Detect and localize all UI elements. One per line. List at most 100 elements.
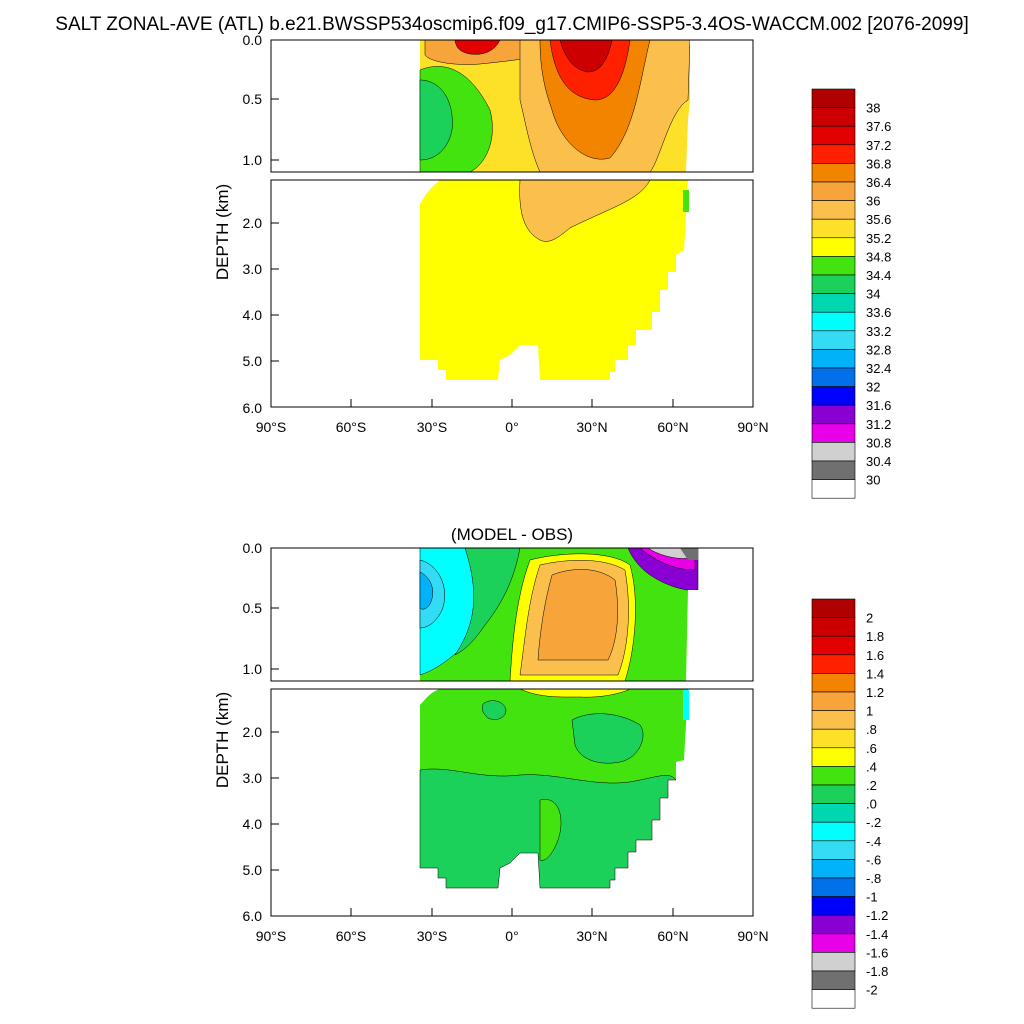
salt-lower-gold-tongue <box>519 179 651 242</box>
y-tick-label: 4.0 <box>243 307 263 323</box>
colorbar-label: -.6 <box>866 852 881 867</box>
colorbar-label: 37.2 <box>866 138 891 153</box>
x-tick-label: 90°S <box>256 928 287 944</box>
salt-upper-frame <box>270 39 754 173</box>
colorbar-swatch <box>811 163 856 183</box>
y-tick-label: 0.5 <box>243 600 263 616</box>
colorbar-label: .2 <box>866 778 877 793</box>
salt-lower-green-patch <box>683 190 689 212</box>
colorbar-swatch <box>811 784 856 804</box>
diff-upper-land <box>686 590 700 681</box>
x-tick-label: 30°S <box>417 928 448 944</box>
x-tick-label: 60°S <box>336 928 367 944</box>
colorbar-label: 1 <box>866 704 873 719</box>
salt-upper-darkred-west <box>454 39 501 55</box>
colorbar-swatch <box>811 914 856 935</box>
salt-panel: 0.0 0.5 1.0 2.0 3.0 4.0 5.0 6.0 90°S 60°… <box>213 32 891 499</box>
y-tick-label: 0.0 <box>243 32 263 48</box>
diff-lower-cyan-edge <box>683 690 689 720</box>
colorbar-label: 35.2 <box>866 231 891 246</box>
y-tick-label: 4.0 <box>243 816 263 832</box>
diff-lower-green-east <box>571 713 644 764</box>
diff-lower-yellow <box>519 688 631 698</box>
salt-x-tick-labels: 90°S 60°S 30°S 0° 30°N 60°N 90°N <box>256 419 769 435</box>
colorbar-label: 1.4 <box>866 666 884 681</box>
salt-lower-base <box>420 180 688 380</box>
colorbar-label: -2 <box>866 983 878 998</box>
colorbar-swatch <box>811 442 856 462</box>
colorbar-swatch <box>811 144 856 164</box>
colorbar-label: -.8 <box>866 871 881 886</box>
colorbar-swatch <box>811 237 856 257</box>
diff-x-tick-labels: 90°S 60°S 30°S 0° 30°N 60°N 90°N <box>256 928 769 944</box>
colorbar-swatch <box>811 989 856 1009</box>
colorbar-swatch <box>811 386 856 406</box>
colorbar-label: -1.2 <box>866 908 888 923</box>
colorbar-swatch <box>811 200 856 220</box>
colorbar-swatch <box>811 311 856 332</box>
colorbar-label: 38 <box>866 101 880 116</box>
y-tick-label: 1.0 <box>243 661 263 677</box>
colorbar-swatch <box>811 349 856 369</box>
colorbar-label: 1.6 <box>866 648 884 663</box>
colorbar-label: -1 <box>866 890 878 905</box>
diff-colorbar: 21.81.61.41.21.8.6.4.2.0-.2-.4-.6-.8-1-1… <box>811 598 888 1009</box>
colorbar-swatch <box>811 654 856 674</box>
colorbar-swatch <box>811 728 856 749</box>
y-tick-label: 2.0 <box>243 215 263 231</box>
colorbar-swatch <box>811 479 856 499</box>
colorbar-label: 34.8 <box>866 249 891 264</box>
colorbar-swatch <box>811 367 856 387</box>
diff-upper-frame <box>270 547 754 682</box>
salt-colorbar: 38 37.6 37.2 36.8 36.4 36 35.6 35.2 34.8 34.4 34 33… <box>811 88 891 499</box>
colorbar-label: 1.2 <box>866 685 884 700</box>
colorbar-label: .8 <box>866 722 877 737</box>
salt-upper-land <box>686 40 699 172</box>
x-tick-label: 30°N <box>576 928 607 944</box>
colorbar-label: 36.4 <box>866 175 891 190</box>
colorbar-label: 33.6 <box>866 305 891 320</box>
diff-y-axis-label: DEPTH (km) <box>213 692 232 788</box>
salt-lower-field <box>420 179 689 380</box>
colorbar-swatch <box>811 107 856 127</box>
colorbar-label: 33.2 <box>866 324 891 339</box>
x-tick-label: 30°N <box>576 419 607 435</box>
colorbar-label: -1.8 <box>866 964 888 979</box>
x-tick-label: 90°N <box>737 928 768 944</box>
colorbar-swatch <box>811 952 856 972</box>
x-tick-label: 90°S <box>256 419 287 435</box>
colorbar-label: 36.8 <box>866 156 891 171</box>
colorbar-swatch <box>811 88 856 108</box>
diff-lower-green-lobe <box>539 799 562 861</box>
colorbar-label: .0 <box>866 797 877 812</box>
colorbar-swatch <box>811 859 856 879</box>
y-tick-label: 0.0 <box>243 540 263 556</box>
y-tick-label: 2.0 <box>243 724 263 740</box>
colorbar-label: 35.6 <box>866 212 891 227</box>
colorbar-swatch <box>811 673 856 693</box>
colorbar-label: 34 <box>866 287 880 302</box>
colorbar-label: 32.8 <box>866 342 891 357</box>
x-tick-label: 90°N <box>737 419 768 435</box>
diff-lower-green-blob <box>481 700 507 720</box>
colorbar-swatch <box>811 877 856 897</box>
colorbar-label: 32.4 <box>866 361 891 376</box>
colorbar-label: 36 <box>866 194 880 209</box>
salt-x-ticks <box>270 399 754 407</box>
colorbar-label: -1.6 <box>866 945 888 960</box>
colorbar-swatch <box>811 710 856 730</box>
colorbar-label: 37.6 <box>866 119 891 134</box>
diff-lower-field <box>419 688 689 889</box>
x-tick-label: 60°S <box>336 419 367 435</box>
x-tick-label: 30°S <box>417 419 448 435</box>
y-tick-label: 5.0 <box>243 862 263 878</box>
colorbar-label: 1.8 <box>866 629 884 644</box>
diff-y-tick-labels: 0.0 0.5 1.0 2.0 3.0 4.0 5.0 6.0 <box>243 540 263 924</box>
colorbar-swatch <box>811 617 856 637</box>
y-tick-label: 6.0 <box>243 908 263 924</box>
salt-upper-field <box>419 39 699 173</box>
colorbar-label: -.4 <box>866 834 881 849</box>
colorbar-swatch <box>811 840 856 860</box>
y-tick-label: 3.0 <box>243 770 263 786</box>
